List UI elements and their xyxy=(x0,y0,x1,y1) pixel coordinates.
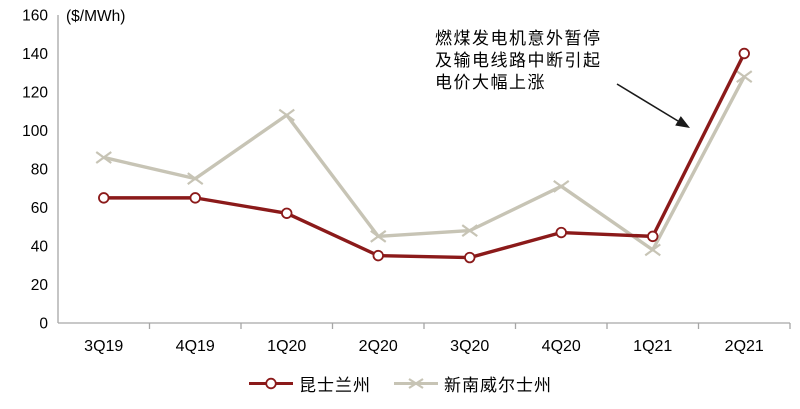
x-tick-label: 3Q20 xyxy=(450,338,489,355)
data-point-circle-marker xyxy=(189,192,201,204)
data-point-circle-marker xyxy=(98,192,110,204)
y-axis-unit-label: ($/MWh) xyxy=(66,8,126,25)
annotation-line: 及输电线路中断引起 xyxy=(435,51,602,70)
data-point-circle-marker xyxy=(647,230,659,243)
legend-item-new-south-wales: 新南威尔士州 xyxy=(393,371,552,396)
data-point-x-marker xyxy=(95,151,112,164)
y-tick-label: 120 xyxy=(22,85,48,102)
data-point-x-marker xyxy=(644,243,661,257)
annotation-line: 电价大幅上涨 xyxy=(435,73,546,92)
data-point-circle-marker xyxy=(281,207,293,219)
x-tick-label: 4Q19 xyxy=(176,338,215,355)
data-point-circle-marker xyxy=(555,226,567,239)
circle-series-marker-icon xyxy=(249,377,293,390)
data-point-x-marker xyxy=(370,229,387,243)
legend-label-new-south-wales: 新南威尔士州 xyxy=(444,376,552,395)
y-tick-label: 100 xyxy=(22,123,48,140)
y-tick-label: 40 xyxy=(31,239,49,256)
legend-item-queensland: 昆士兰州 xyxy=(248,371,371,396)
y-tick-label: 20 xyxy=(31,277,49,294)
legend-x-marker xyxy=(408,378,424,389)
annotation-arrow-line xyxy=(616,83,679,122)
data-point-circle-marker xyxy=(464,251,476,264)
legend-circle-marker xyxy=(265,377,277,390)
chart-legend: 昆士兰州 新南威尔士州 xyxy=(0,371,800,396)
y-tick-label: 80 xyxy=(31,162,49,179)
y-tick-label: 0 xyxy=(39,316,48,333)
x-tick-label: 2Q20 xyxy=(359,338,398,355)
data-point-x-marker xyxy=(278,108,295,122)
y-tick-label: 140 xyxy=(22,46,48,63)
chart-canvas: 0 20 40 60 80 100 120 140 160 3Q19 4Q19 1Q20 2Q20 3Q2… xyxy=(22,8,791,355)
data-point-x-marker xyxy=(553,179,570,193)
annotation-line: 燃煤发电机意外暂停 xyxy=(435,29,602,48)
data-point-circle-marker xyxy=(738,47,750,60)
series-line-x xyxy=(103,75,746,252)
annotation-text-block: 燃煤发电机意外暂停 及输电线路中断引起 电价大幅上涨 xyxy=(435,28,602,94)
y-tick-label: 60 xyxy=(31,200,49,217)
x-tick-label: 1Q21 xyxy=(633,338,672,355)
x-tick-label: 4Q20 xyxy=(542,338,581,355)
data-point-circle-marker xyxy=(372,249,384,262)
x-tick-label: 2Q21 xyxy=(725,338,764,355)
data-point-x-marker xyxy=(736,70,753,83)
legend-label-queensland: 昆士兰州 xyxy=(299,376,371,395)
series-line-circle xyxy=(103,52,746,260)
y-tick-label: 160 xyxy=(22,8,48,25)
x-tick-label: 3Q19 xyxy=(84,338,123,355)
annotation-arrow-head xyxy=(675,116,690,128)
x-series-marker-icon xyxy=(394,378,438,389)
x-tick-label: 1Q20 xyxy=(267,338,306,355)
data-point-x-marker xyxy=(187,172,204,186)
data-point-x-marker xyxy=(461,224,478,237)
